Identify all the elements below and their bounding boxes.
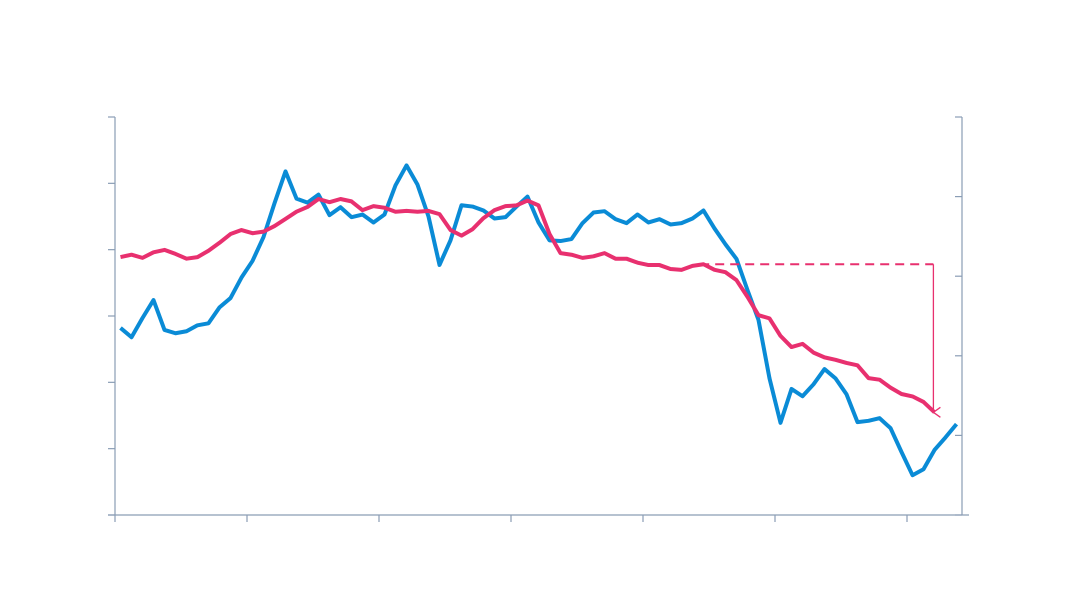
series-line	[119, 163, 959, 478]
series-line	[120, 196, 936, 414]
